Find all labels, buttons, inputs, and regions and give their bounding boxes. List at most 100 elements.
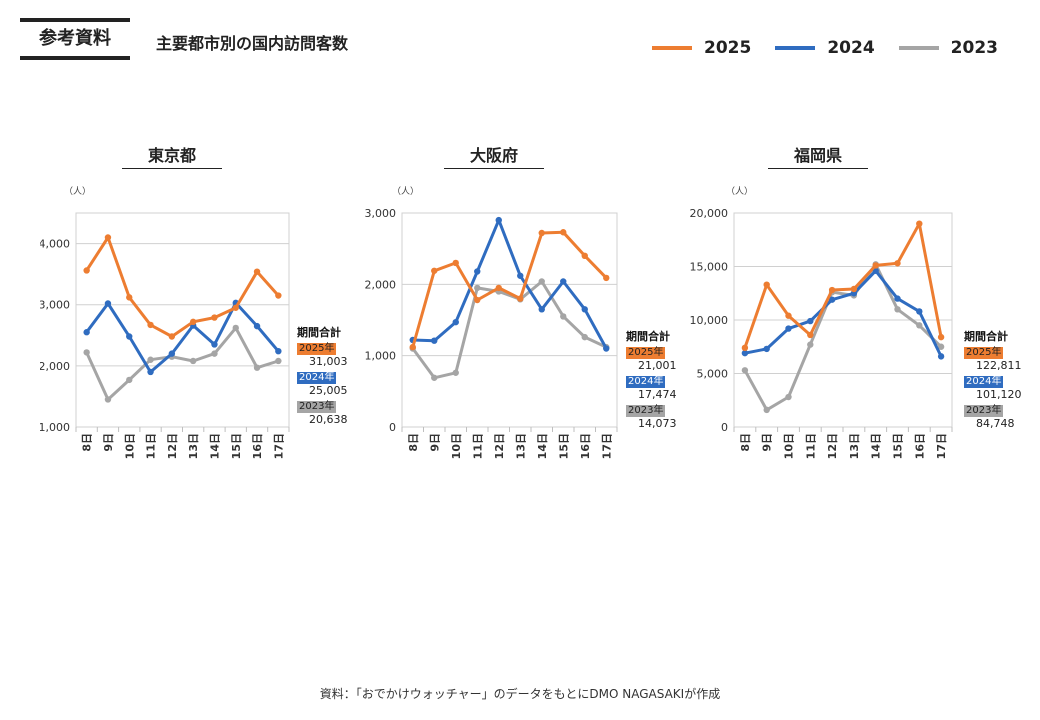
data-point-2025: [538, 229, 545, 237]
data-point-2023: [189, 357, 197, 365]
data-point-2024: [275, 347, 282, 355]
x-tick-label: 14日: [208, 433, 221, 459]
reference-tag: 参考資料: [20, 18, 130, 60]
x-tick-label: 16日: [251, 433, 264, 459]
series-line-2025: [743, 222, 943, 350]
data-point-2025: [211, 314, 218, 321]
data-point-2023: [807, 341, 814, 348]
data-point-2023: [275, 357, 282, 365]
data-point-2025: [807, 331, 814, 339]
x-tick-label: 14日: [536, 433, 549, 459]
chart-title: 福岡県: [768, 142, 869, 169]
legend-label: 2025: [704, 38, 752, 58]
data-point-2025: [785, 312, 792, 319]
data-point-2025: [126, 294, 133, 301]
x-tick-label: 13日: [187, 433, 200, 459]
x-tick-label: 17日: [272, 433, 285, 459]
total-value-2023: 84,748: [976, 417, 1015, 430]
data-point-2025: [741, 344, 749, 352]
data-point-2024: [452, 318, 459, 326]
total-value-2024: 17,474: [638, 388, 677, 401]
x-tick-label: 16日: [579, 433, 592, 459]
year-chip-2025: 2025年: [297, 342, 337, 355]
y-tick-label: 3,000: [365, 207, 397, 220]
data-point-2024: [560, 278, 567, 285]
total-value-2024: 25,005: [309, 384, 348, 397]
legend-swatch: [652, 46, 692, 50]
x-tick-label: 15日: [557, 433, 570, 459]
legend-item-2025: 2025: [652, 38, 751, 58]
total-value-2025: 21,001: [638, 359, 677, 372]
data-point-2023: [452, 369, 459, 376]
data-point-2024: [126, 333, 133, 340]
y-tick-label: 5,000: [697, 368, 729, 381]
data-point-2023: [211, 350, 218, 357]
total-value-2025: 122,811: [976, 359, 1022, 372]
x-tick-label: 8日: [81, 433, 94, 452]
year-chip-2024: 2024年: [626, 375, 666, 388]
y-tick-label: 0: [389, 421, 396, 434]
y-tick-label: 10,000: [690, 314, 729, 327]
data-point-2023: [741, 367, 749, 374]
x-tick-label: 11日: [471, 433, 484, 459]
data-point-2024: [253, 322, 261, 330]
y-tick-label: 1,000: [365, 350, 397, 363]
series-line-2023: [85, 326, 280, 401]
data-point-2025: [850, 285, 858, 293]
y-unit-label: （人）: [392, 187, 420, 197]
x-tick-label: 8日: [407, 433, 420, 452]
y-tick-label: 3,000: [40, 299, 70, 312]
data-point-2023: [560, 313, 567, 320]
chart-panel-tokyo: 東京都 （人） 1,000 2,000 3,000 4,000 8日 9日 10日 11日 12…: [40, 140, 370, 480]
data-point-2024: [785, 325, 792, 332]
data-point-2025: [581, 252, 588, 259]
y-tick-label: 20,000: [690, 207, 729, 220]
legend-item-2023: 2023: [898, 38, 998, 58]
chart-panel-fukuoka: 福岡県 （人） 0 5,000 10,000 15,000 20,000 8日 9日 10日 1…: [672, 140, 1022, 480]
x-tick-label: 13日: [848, 433, 861, 459]
plot-area: [75, 212, 290, 428]
data-point-2025: [168, 333, 176, 340]
data-point-2024: [937, 353, 945, 360]
data-point-2024: [83, 329, 90, 336]
x-tick-label: 9日: [102, 433, 115, 452]
legend-swatch: [775, 46, 816, 50]
period-totals: 期間合計 2025年 31,003 2024年 25,005 2023年 20,…: [297, 326, 348, 428]
data-point-2023: [538, 278, 545, 285]
data-point-2023: [763, 406, 770, 414]
x-tick-label: 12日: [166, 433, 179, 459]
year-chip-2024: 2024年: [297, 371, 337, 384]
data-point-2025: [872, 262, 879, 269]
x-tick-label: 10日: [450, 433, 463, 459]
data-point-2025: [253, 268, 261, 275]
line-chart-osaka: 0 1,000 2,000 3,000 8日 9日 10日 11日 12日 13日 14日 15日 16…: [365, 207, 618, 459]
data-point-2023: [232, 324, 239, 332]
data-point-2024: [603, 345, 610, 352]
data-point-2024: [474, 268, 481, 275]
chart-title: 大阪府: [444, 142, 545, 169]
data-point-2025: [409, 343, 416, 351]
series-line-2025: [85, 236, 280, 338]
data-point-2024: [916, 308, 923, 315]
legend-label: 2023: [950, 38, 998, 58]
data-point-2023: [431, 374, 438, 381]
data-point-2025: [517, 295, 524, 302]
legend-swatch: [898, 46, 939, 50]
y-tick-label: 15,000: [690, 261, 729, 274]
data-point-2023: [474, 284, 481, 292]
data-point-2025: [189, 318, 197, 326]
data-point-2023: [785, 393, 792, 401]
data-point-2025: [147, 321, 154, 329]
legend-item-2024: 2024: [775, 38, 875, 58]
year-chip-2024: 2024年: [964, 375, 1004, 388]
x-tick-label: 17日: [935, 433, 948, 459]
data-point-2025: [431, 267, 438, 274]
data-point-2023: [83, 349, 90, 356]
x-tick-label: 8日: [739, 433, 752, 452]
data-point-2025: [937, 333, 945, 341]
data-point-2025: [232, 304, 239, 311]
series-line-2025: [411, 230, 608, 349]
total-value-2023: 14,073: [638, 417, 677, 430]
y-unit-label: （人）: [64, 187, 92, 197]
x-tick-label: 9日: [761, 433, 774, 452]
